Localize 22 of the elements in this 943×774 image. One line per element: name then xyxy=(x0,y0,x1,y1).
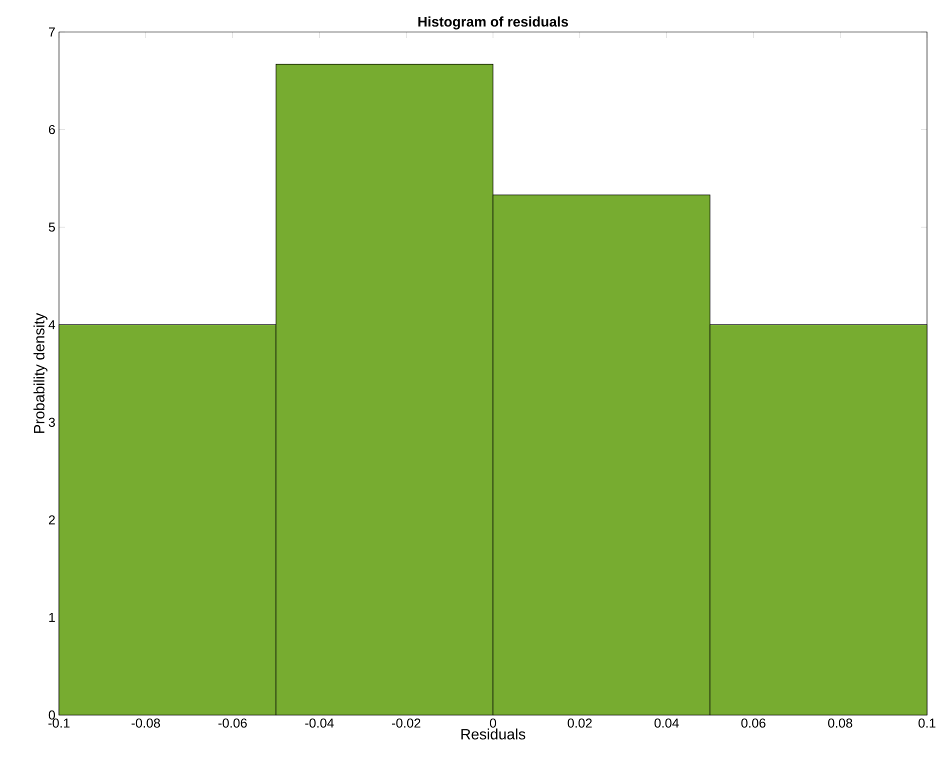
y-tick-label: 7 xyxy=(48,28,55,36)
x-tick-label: 0.02 xyxy=(568,718,592,728)
x-tick-label: 0.08 xyxy=(828,718,852,728)
y-tick-label: 4 xyxy=(48,320,56,330)
y-tick-label: 3 xyxy=(48,418,55,427)
x-tick-label: 0.06 xyxy=(741,718,766,728)
y-tick-label: 0 xyxy=(48,710,55,720)
x-tick-label: 0.1 xyxy=(918,718,936,728)
x-tick-label: -0.08 xyxy=(132,718,160,728)
y-tick-label: 2 xyxy=(48,515,55,524)
x-tick-label: -0.06 xyxy=(218,718,247,728)
x-axis-title: Residuals xyxy=(461,728,526,740)
y-axis-title: Probability density xyxy=(34,312,48,433)
y-tick-label: 6 xyxy=(48,124,55,134)
x-tick-label: 0 xyxy=(490,718,496,728)
x-tick-label: -0.1 xyxy=(48,718,70,728)
x-tick-label: -0.04 xyxy=(305,718,334,728)
y-tick-label: 5 xyxy=(48,222,55,232)
x-tick-label: -0.02 xyxy=(392,718,420,728)
chart-title: Histogram of residuals xyxy=(418,16,568,30)
x-tick-label: 0.04 xyxy=(654,718,679,728)
y-tick-label: 1 xyxy=(49,612,55,622)
